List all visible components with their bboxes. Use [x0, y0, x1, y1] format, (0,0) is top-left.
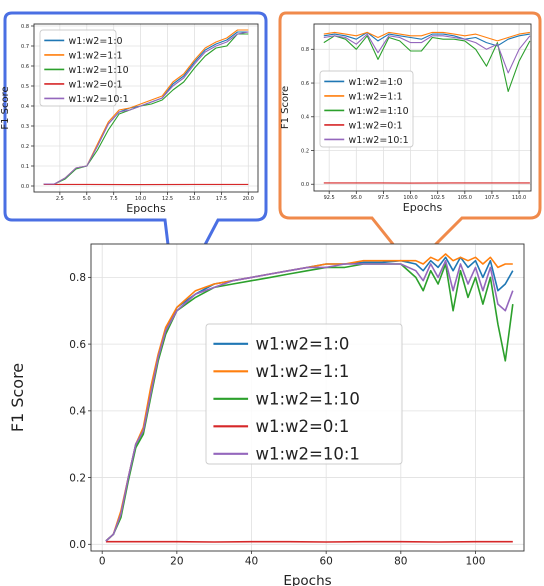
legend: w1:w2=1:0 w1:w2=1:1 w1:w2=1:10 w1:w2=0:1 w1:…: [39, 29, 129, 107]
y-tick-label: 0.3: [21, 124, 29, 130]
plot-frame: [33, 23, 259, 193]
y-tick-label: 0.6: [21, 64, 29, 70]
legend-label: w1:w2=0:1: [349, 120, 403, 131]
x-tick-label: 95.0: [351, 195, 362, 201]
legend-label: w1:w2=1:0: [69, 36, 123, 47]
legend-label: w1:w2=1:1: [256, 362, 350, 381]
y-tick-label: 0.8: [69, 272, 86, 284]
x-tick-label: 0: [99, 556, 106, 568]
y-axis-label: F1 Score: [8, 363, 27, 432]
x-tick-label: 60: [319, 556, 332, 568]
plot-frame: [90, 243, 525, 552]
x-tick-label: 80: [394, 556, 407, 568]
x-tick-label: 92.5: [324, 195, 335, 201]
y-tick-label: 0.4: [21, 104, 29, 110]
legend-box: [319, 70, 414, 148]
zoom-right-chart: 92.5 95.0 97.5 100.0 102.5 105.0 107.5 110.0 0.0…: [280, 23, 532, 214]
legend-label: w1:w2=1:10: [349, 106, 409, 117]
x-tick-label: 20: [170, 556, 183, 568]
legend: w1:w2=1:0 w1:w2=1:1 w1:w2=1:10 w1:w2=0:1 w1:…: [319, 70, 414, 148]
legend-box: [205, 323, 403, 465]
y-tick-label: 0.0: [21, 184, 29, 190]
x-tick-label: 7.5: [110, 196, 118, 202]
legend-label: w1:w2=1:1: [69, 50, 123, 61]
legend-label: w1:w2=1:0: [256, 335, 350, 354]
x-tick-label: 97.5: [378, 195, 389, 201]
plot-frame: [313, 23, 532, 192]
y-tick-label: 0.8: [21, 24, 29, 30]
legend-label: w1:w2=10:1: [349, 135, 409, 146]
legend-label: w1:w2=1:10: [69, 65, 129, 76]
legend-label: w1:w2=1:0: [349, 77, 403, 88]
x-tick-label: 5.0: [83, 196, 91, 202]
legend-label: w1:w2=1:1: [349, 91, 403, 102]
x-tick-label: 15.0: [189, 196, 200, 202]
legend-box: [39, 29, 117, 107]
y-tick-label: 0.1: [21, 164, 29, 170]
legend-label: w1:w2=0:1: [256, 417, 350, 436]
y-tick-label: 0.6: [69, 339, 86, 351]
y-axis-label: F1 Score: [0, 86, 11, 129]
series-line: [105, 259, 514, 542]
x-axis-label: Epochs: [126, 202, 166, 215]
series-line: [105, 253, 513, 542]
x-tick-label: 12.5: [162, 196, 173, 202]
y-tick-label: 0.4: [69, 406, 86, 418]
legend-label: w1:w2=0:1: [69, 79, 123, 90]
x-tick-label: 100: [465, 556, 485, 568]
main-chart: 0 20 40 60 80 100 0.0 0.2 0.4 0.6 0.8 Epochs F1 Scor…: [8, 243, 525, 586]
zoom-left-chart: 2.5 5.0 7.5 10.0 12.5 15.0 17.5 20.0 0.0 0.1 0.2 0.…: [0, 23, 259, 215]
series-line: [323, 35, 531, 93]
y-axis-label: F1 Score: [280, 86, 291, 129]
x-tick-label: 102.5: [431, 195, 445, 201]
y-tick-label: 0.0: [69, 539, 86, 551]
y-tick-label: 0.7: [21, 44, 29, 50]
y-tick-label: 0.2: [69, 472, 86, 484]
x-tick-label: 105.0: [458, 195, 472, 201]
x-axis-label: Epochs: [283, 573, 331, 586]
x-tick-label: 40: [245, 556, 258, 568]
x-tick-label: 10.0: [135, 196, 146, 202]
y-tick-label: 0.4: [301, 115, 309, 121]
series-line: [43, 33, 249, 185]
y-tick-label: 0.6: [301, 81, 309, 87]
series-line: [323, 31, 530, 42]
y-tick-label: 0.5: [21, 84, 29, 90]
x-tick-label: 100.0: [403, 195, 417, 201]
series-line: [43, 31, 249, 185]
legend: w1:w2=1:0 w1:w2=1:1 w1:w2=1:10 w1:w2=0:1 w1:…: [205, 323, 403, 465]
x-tick-label: 110.0: [512, 195, 526, 201]
y-tick-label: 0.0: [301, 182, 309, 188]
legend-label: w1:w2=10:1: [69, 94, 129, 105]
y-tick-label: 0.8: [301, 47, 309, 53]
legend-label: w1:w2=10:1: [256, 445, 360, 464]
x-axis-label: Epochs: [403, 201, 443, 214]
x-tick-label: 17.5: [216, 196, 227, 202]
y-tick-label: 0.2: [301, 148, 309, 154]
series-line: [323, 33, 531, 74]
x-tick-label: 20.0: [243, 196, 254, 202]
x-tick-label: 2.5: [56, 196, 64, 202]
y-tick-label: 0.2: [21, 144, 29, 150]
x-tick-label: 107.5: [485, 195, 499, 201]
legend-label: w1:w2=1:10: [256, 390, 360, 409]
